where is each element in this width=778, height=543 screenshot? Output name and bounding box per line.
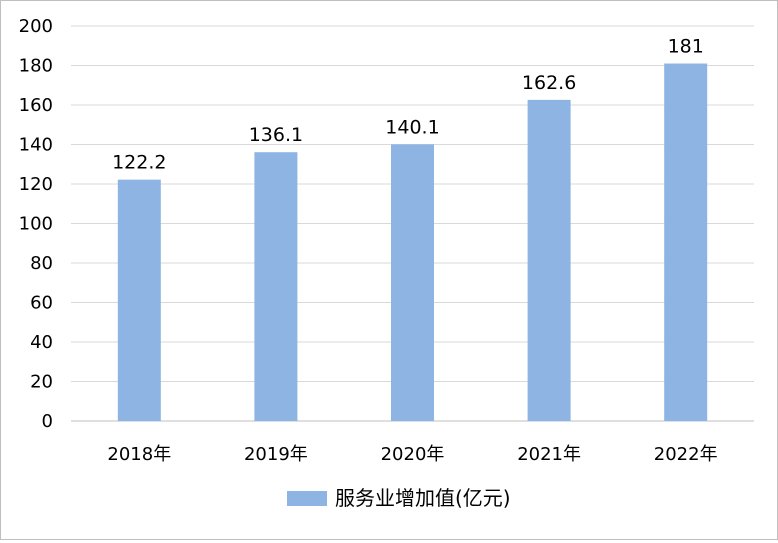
data-label: 181 <box>668 36 704 58</box>
bar <box>391 144 434 422</box>
y-tick-label: 40 <box>30 332 53 353</box>
x-tick-label: 2018年 <box>107 444 171 465</box>
x-tick-label: 2022年 <box>654 444 718 465</box>
y-tick-label: 0 <box>42 411 53 432</box>
x-tick-label: 2021年 <box>517 444 581 465</box>
y-tick-label: 100 <box>19 214 53 235</box>
y-tick-label: 180 <box>19 56 53 77</box>
data-label: 122.2 <box>112 152 166 174</box>
legend-label: 服务业增加值(亿元) <box>335 486 511 510</box>
y-tick-label: 60 <box>30 293 53 314</box>
legend-swatch <box>287 491 327 506</box>
bar <box>664 63 708 422</box>
bar <box>254 152 298 421</box>
y-axis-ticks: 0 20 40 60 80 100 120 140 160 180 200 <box>19 16 53 432</box>
y-tick-label: 20 <box>30 372 53 393</box>
data-labels: 122.2 136.1 140.1 162.6 181 <box>112 36 704 174</box>
bar <box>117 179 161 421</box>
y-tick-label: 140 <box>19 135 53 156</box>
bar <box>527 99 571 422</box>
x-axis-ticks: 2018年 2019年 2020年 2021年 2022年 <box>107 444 717 465</box>
x-tick-label: 2019年 <box>244 444 308 465</box>
data-label: 140.1 <box>385 116 439 138</box>
y-tick-label: 80 <box>30 253 53 274</box>
x-tick-label: 2020年 <box>381 444 445 465</box>
data-label: 136.1 <box>249 124 303 146</box>
legend: 服务业增加值(亿元) <box>287 486 511 510</box>
y-tick-label: 160 <box>19 95 53 116</box>
bars <box>117 63 708 422</box>
y-tick-label: 200 <box>19 16 53 37</box>
y-tick-label: 120 <box>19 174 53 195</box>
data-label: 162.6 <box>522 72 576 94</box>
